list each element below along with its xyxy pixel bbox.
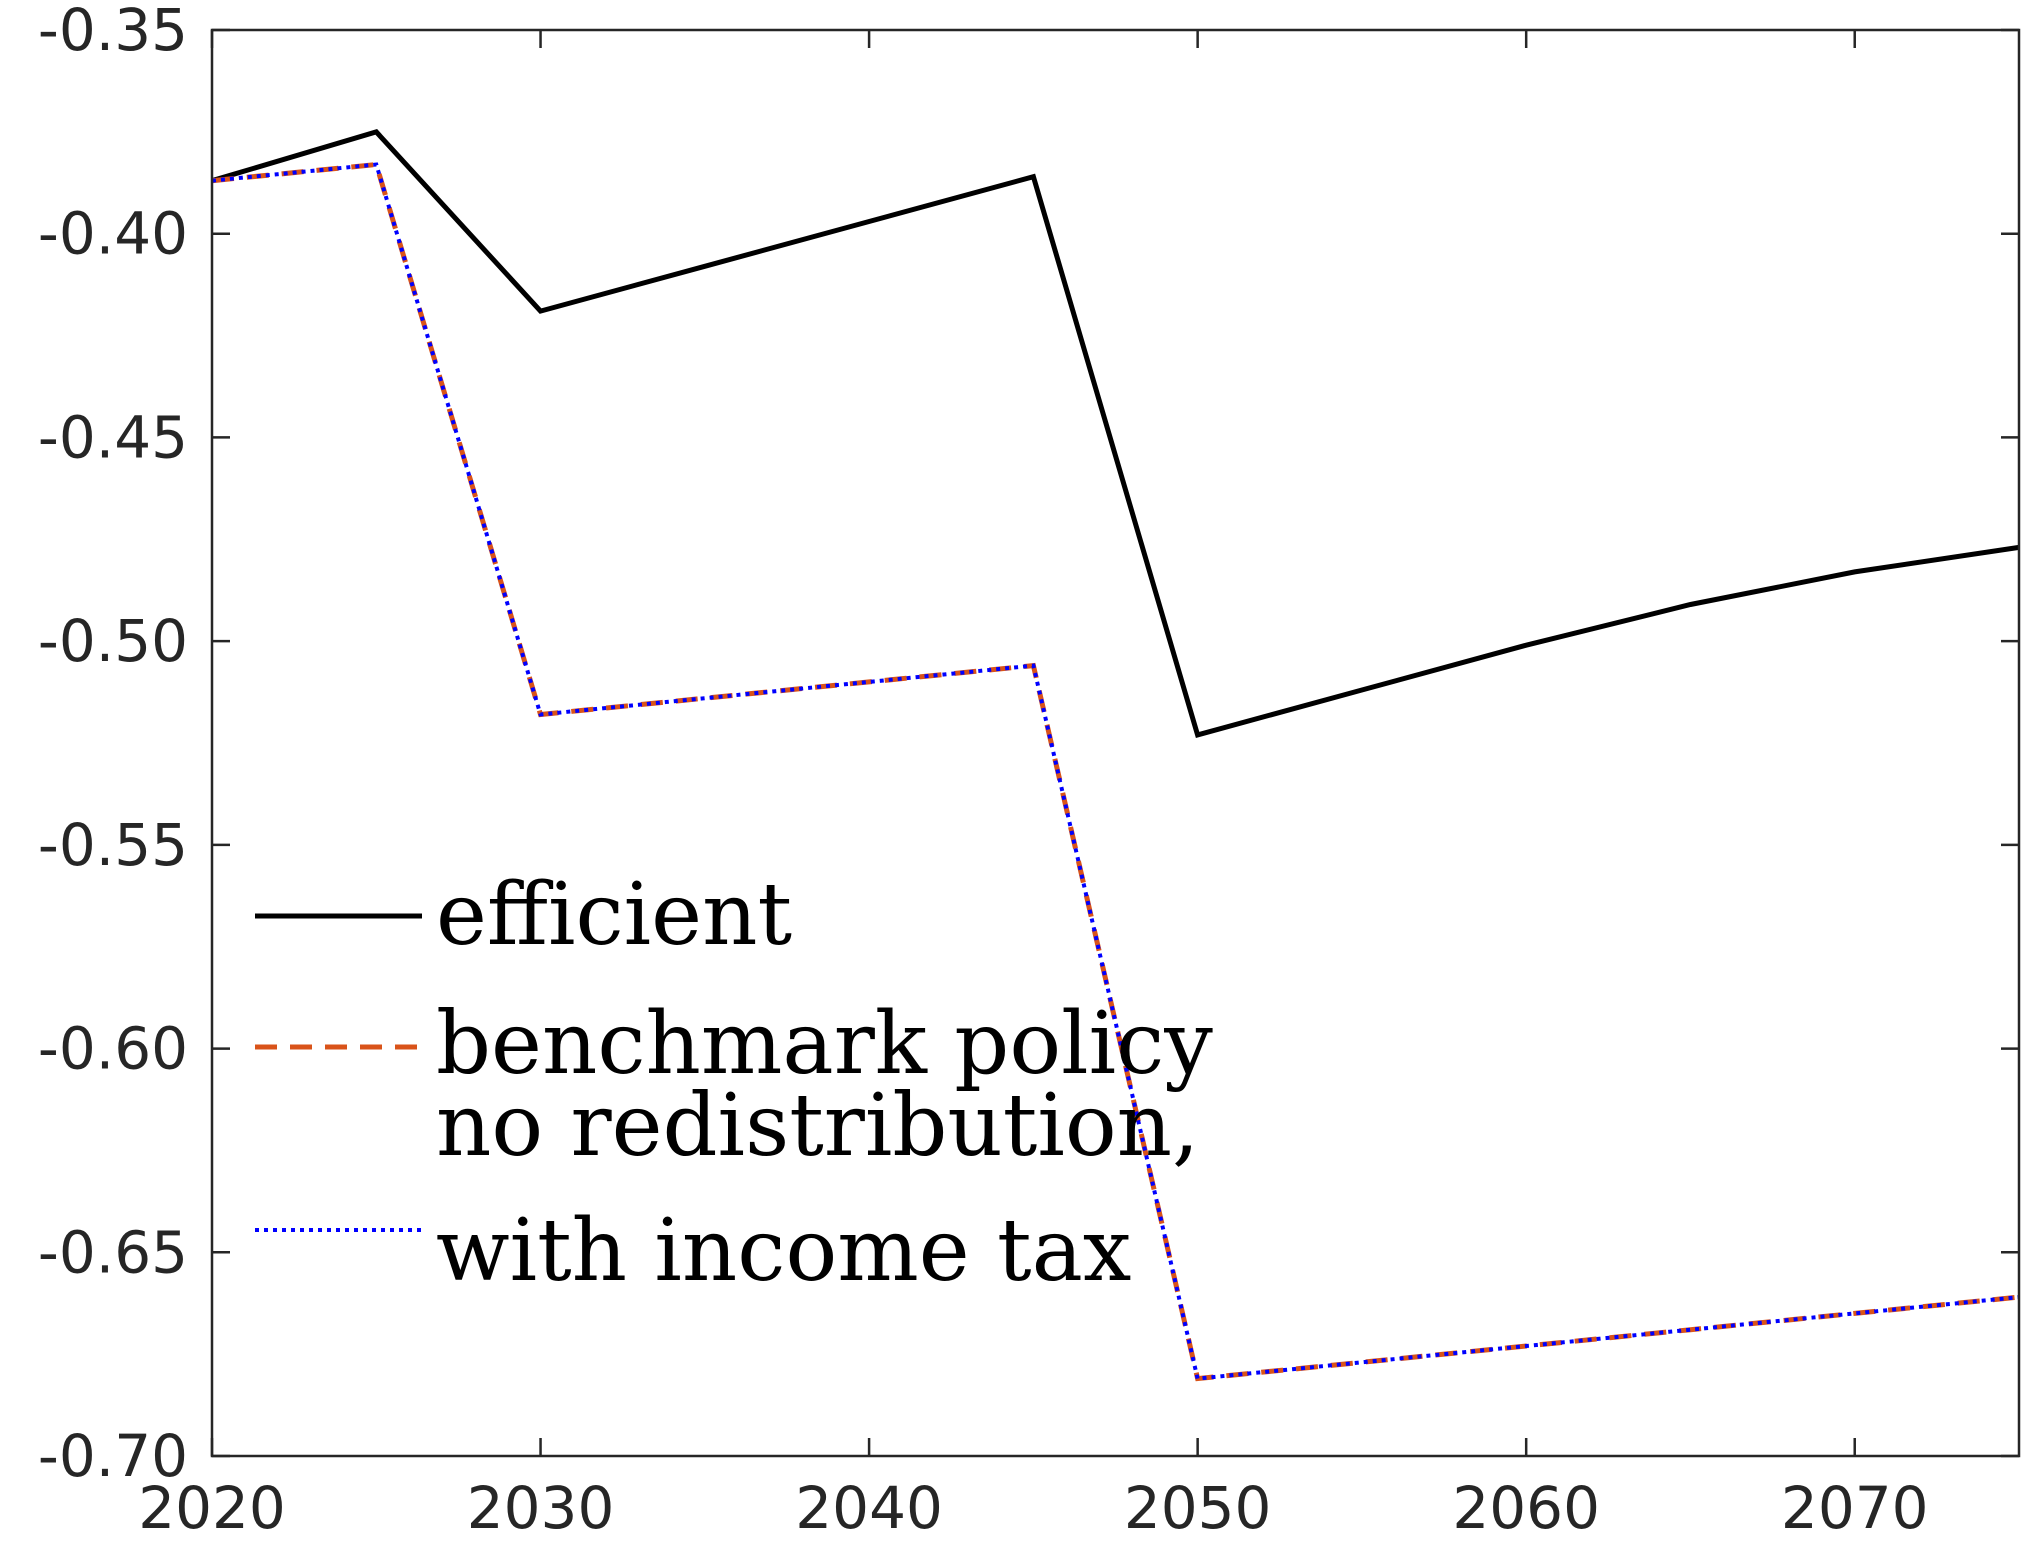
x-tick-label: 2050: [1124, 1474, 1272, 1542]
x-tick-label: 2060: [1452, 1474, 1600, 1542]
y-tick-label: -0.35: [38, 0, 188, 64]
y-tick-label: -0.40: [38, 200, 188, 268]
legend-label: with income tax: [436, 1201, 1131, 1301]
x-tick-label: 2070: [1781, 1474, 1929, 1542]
legend-label: no redistribution,: [436, 1076, 1199, 1176]
x-tick-label: 2040: [795, 1474, 943, 1542]
y-tick-label: -0.60: [38, 1015, 188, 1083]
y-tick-label: -0.50: [38, 607, 188, 675]
x-tick-label: 2030: [467, 1474, 615, 1542]
x-tick-label: 2020: [138, 1474, 286, 1542]
y-tick-label: -0.65: [38, 1218, 188, 1286]
ticks: 2020 2030 2040 2050 2060 2070 -0.35 -0.40 -0.45 -…: [38, 0, 2019, 1542]
y-tick-label: -0.45: [38, 403, 188, 471]
legend-label: benchmark policy: [436, 994, 1213, 1094]
series-line-benchmark-policy: [211, 161, 2020, 1382]
axes: [210, 28, 2021, 1458]
legend-label: efficient: [436, 865, 792, 965]
plot-frame: [210, 28, 2021, 1458]
y-tick-label: -0.55: [38, 811, 188, 879]
plot-lines: [211, 129, 2020, 1382]
series-line-efficient: [211, 129, 2020, 738]
y-tick-label: -0.70: [38, 1422, 188, 1490]
